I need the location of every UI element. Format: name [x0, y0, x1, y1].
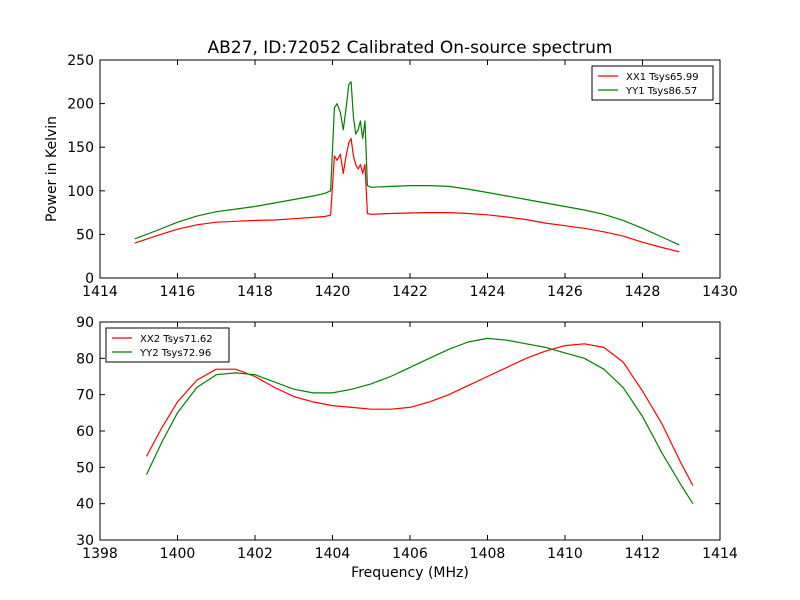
top-panel: 1414 1416 1418 1420 1422 1424 1426 1428 1430 0 50 1… [44, 53, 738, 300]
y-tick-label: 150 [67, 140, 94, 156]
legend-box [591, 65, 714, 101]
x-tick-label: 1410 [547, 546, 583, 562]
x-tick-label: 1426 [547, 284, 583, 300]
x-tick-label: 1408 [470, 546, 506, 562]
y-tick-label: 200 [67, 97, 94, 113]
legend-box [105, 327, 230, 363]
legend-label: YY1 Tsys86.57 [625, 86, 697, 97]
x-tick-label: 1414 [702, 546, 738, 562]
y-tick-label: 70 [76, 388, 94, 404]
series-line-yy1 [134, 81, 680, 246]
y-tick-label: 60 [76, 424, 94, 440]
x-tick-label: 1398 [82, 546, 118, 562]
x-tick-label: 1418 [237, 284, 273, 300]
y-tick-label: 100 [67, 184, 94, 200]
y-tick-label: 90 [76, 315, 94, 331]
x-tick-label: 1428 [625, 284, 661, 300]
x-tick-label: 1420 [315, 284, 351, 300]
y-tick-label: 80 [76, 351, 94, 367]
y-tick-label: 250 [67, 53, 94, 69]
legend-label: XX1 Tsys65.99 [626, 72, 699, 83]
x-axis-label: Frequency (MHz) [351, 565, 469, 581]
series-line-xx2 [145, 343, 694, 486]
y-tick-label: 0 [85, 271, 94, 287]
y-tick-label: 50 [76, 227, 94, 243]
chart-title: AB27, ID:72052 Calibrated On-source spec… [208, 38, 613, 58]
legend-label: YY2 Tsys72.96 [139, 348, 211, 359]
series-line-yy2 [145, 337, 694, 505]
x-tick-label: 1422 [392, 284, 428, 300]
x-tick-label: 1412 [625, 546, 661, 562]
x-tick-label: 1424 [470, 284, 506, 300]
y-axis-label: Power in Kelvin [44, 116, 60, 222]
x-tick-label: 1402 [237, 546, 273, 562]
y-tick-label: 50 [76, 460, 94, 476]
x-tick-label: 1430 [702, 284, 738, 300]
y-tick-label: 40 [76, 497, 94, 513]
y-tick-label: 30 [76, 533, 94, 549]
x-tick-label: 1400 [160, 546, 196, 562]
x-tick-label: 1406 [392, 546, 428, 562]
x-tick-label: 1416 [160, 284, 196, 300]
x-tick-label: 1414 [82, 284, 118, 300]
series-line-xx1 [134, 137, 680, 253]
bottom-panel: 1398 1400 1402 1404 1406 1408 1410 1412 1414 30 40… [76, 315, 738, 581]
legend-label: XX2 Tsys71.62 [140, 334, 213, 345]
x-tick-label: 1404 [315, 546, 351, 562]
